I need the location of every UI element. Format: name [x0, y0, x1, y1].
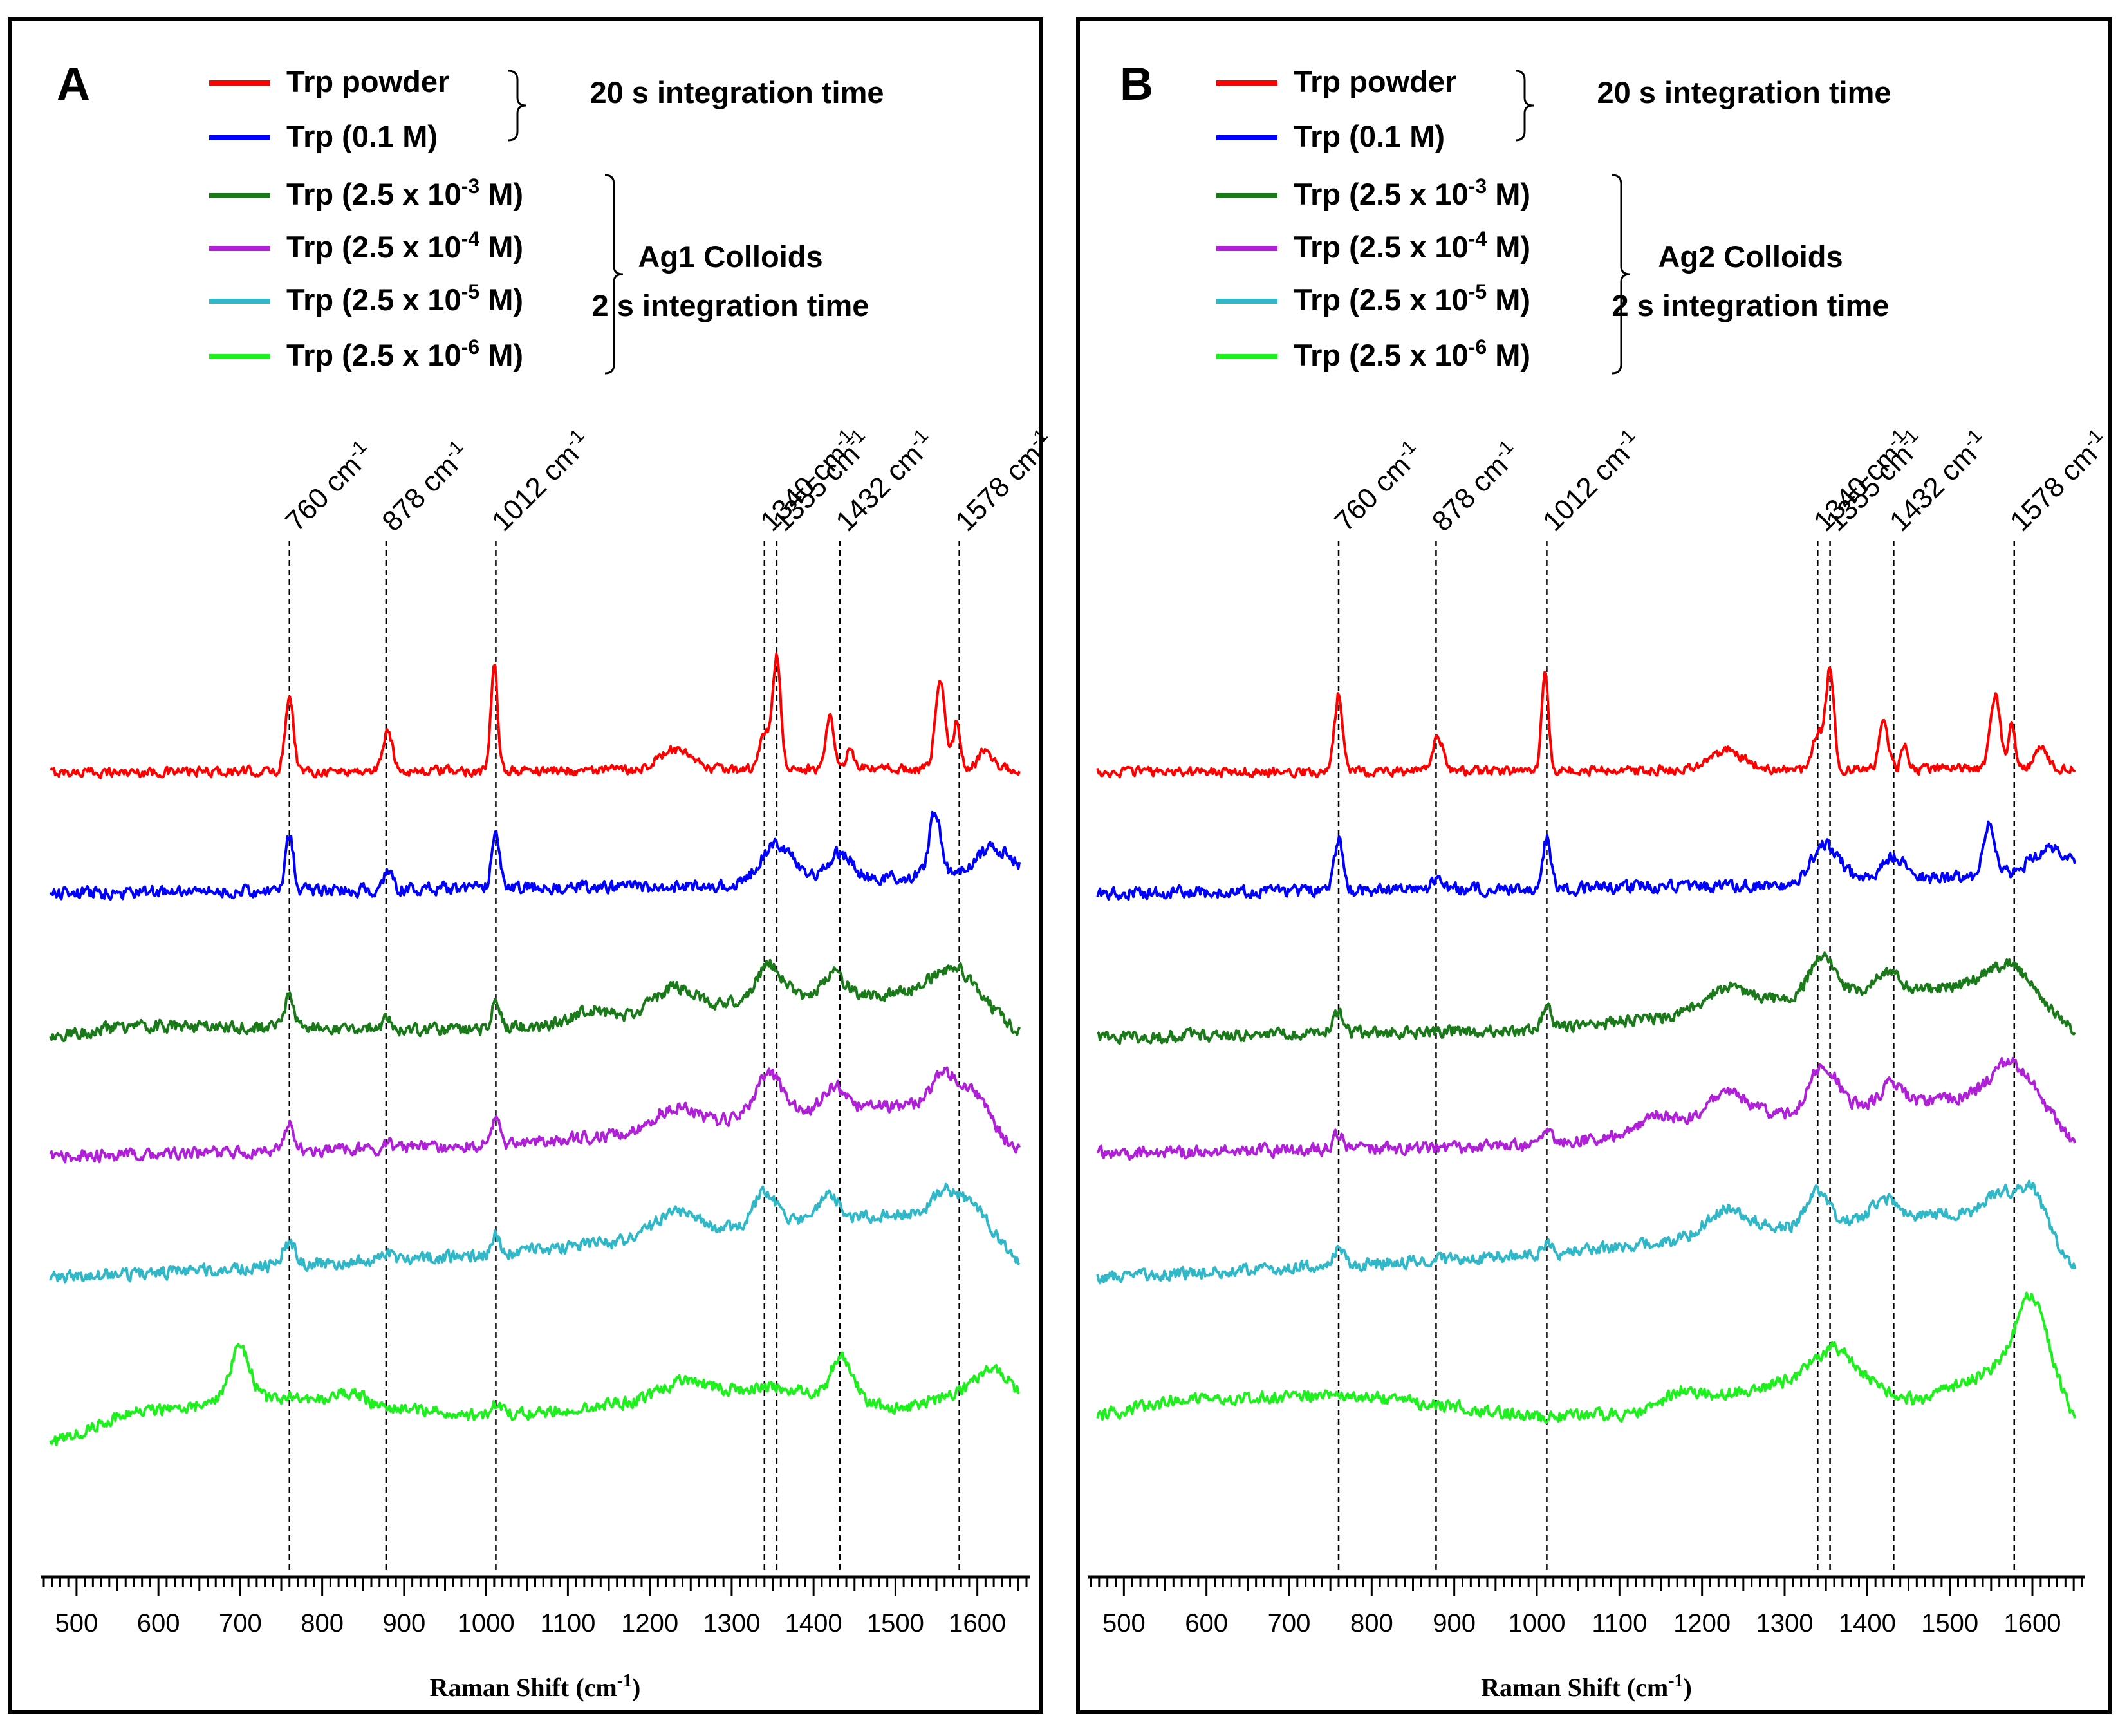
spectrum-line	[49, 1182, 1021, 1284]
spectrum-line	[1096, 820, 2077, 901]
x-tick-label: 900	[383, 1609, 426, 1638]
legend-label: Trp (2.5 x 10-3 M)	[1294, 174, 1530, 211]
x-tick-label: 1000	[458, 1609, 515, 1638]
brace	[1612, 174, 1631, 375]
peak-label: 878 cm-1	[375, 436, 476, 537]
group-label: 2 s integration time	[1612, 288, 1890, 322]
peak-label: 760 cm-1	[278, 436, 380, 537]
x-tick-label: 1500	[867, 1609, 924, 1638]
x-axis-label: Raman Shift (cm-1)	[430, 1671, 641, 1703]
panel-b: B Trp powder Trp (0.1 M) Trp (2.5 x 10-3 M)…	[1076, 17, 2115, 1714]
peak-label: 1578 cm-1	[2003, 425, 2115, 537]
spectrum-line	[1096, 1291, 2077, 1424]
spectrum-line	[1096, 951, 2076, 1045]
legend-label: Trp (2.5 x 10-5 M)	[286, 280, 523, 317]
peak-label: 1012 cm-1	[1535, 425, 1648, 537]
x-tick-label: 1000	[1509, 1609, 1566, 1638]
x-tick-label: 1500	[1921, 1609, 1978, 1638]
group-label: 20 s integration time	[590, 75, 884, 109]
panel-a: A Trp powder Trp (0.1 M) Trp (2.5 x 10-3 M)…	[8, 17, 1061, 1714]
group-label: 20 s integration time	[1597, 75, 1891, 109]
x-tick-label: 600	[137, 1609, 180, 1638]
x-tick-label: 1400	[785, 1609, 842, 1638]
brace	[508, 70, 527, 142]
brace	[604, 174, 624, 375]
x-tick-label: 800	[301, 1609, 344, 1638]
x-tick-label: 700	[219, 1609, 262, 1638]
spectrum-line	[49, 810, 1021, 901]
x-tick-label: 1100	[540, 1609, 595, 1638]
x-tick-label: 700	[1268, 1609, 1311, 1638]
peak-label: 1012 cm-1	[484, 425, 597, 537]
x-tick-label: 1300	[1756, 1609, 1814, 1638]
panel-frame	[1076, 17, 2112, 1714]
x-tick-label: 1100	[1592, 1609, 1647, 1638]
peak-label: 1578 cm-1	[948, 425, 1061, 537]
x-tick-label: 1200	[621, 1609, 678, 1638]
legend-label: Trp (0.1 M)	[1294, 119, 1445, 153]
legend-label: Trp (2.5 x 10-4 M)	[1294, 227, 1530, 264]
x-tick-label: 900	[1433, 1609, 1476, 1638]
x-tick-label: 500	[1102, 1609, 1146, 1638]
x-tick-label: 800	[1350, 1609, 1393, 1638]
panel-frame	[8, 17, 1043, 1714]
peak-label: 760 cm-1	[1327, 436, 1429, 537]
legend-label: Trp (2.5 x 10-3 M)	[286, 174, 523, 211]
x-tick-label: 1600	[2004, 1609, 2061, 1638]
x-tick-label: 1200	[1673, 1609, 1731, 1638]
spectrum-line	[49, 1343, 1020, 1446]
spectrum-line	[1096, 1179, 2077, 1285]
spectrum-line	[49, 1066, 1021, 1164]
group-label: Ag1 Colloids	[638, 239, 822, 274]
peak-label: 878 cm-1	[1424, 436, 1526, 537]
panel-label: B	[1120, 59, 1153, 110]
spectrum-line	[1096, 1057, 2077, 1161]
legend-label: Trp (2.5 x 10-5 M)	[1294, 280, 1530, 317]
spectrum-line	[49, 652, 1021, 779]
legend-label: Trp (2.5 x 10-4 M)	[286, 227, 523, 264]
x-axis-label: Raman Shift (cm-1)	[1481, 1671, 1692, 1703]
x-tick-label: 1600	[949, 1609, 1006, 1638]
x-tick-label: 1300	[703, 1609, 760, 1638]
legend-label: Trp powder	[1294, 64, 1456, 98]
legend-label: Trp (2.5 x 10-6 M)	[1294, 335, 1530, 372]
legend-label: Trp powder	[286, 64, 449, 98]
group-label: 2 s integration time	[592, 288, 869, 322]
panel-label: A	[57, 59, 90, 110]
x-tick-label: 600	[1185, 1609, 1228, 1638]
spectrum-line	[49, 958, 1021, 1043]
x-tick-label: 1400	[1839, 1609, 1896, 1638]
spectrum-line	[1096, 666, 2076, 779]
x-tick-label: 500	[55, 1609, 98, 1638]
legend-label: Trp (2.5 x 10-6 M)	[286, 335, 523, 372]
group-label: Ag2 Colloids	[1658, 239, 1843, 274]
legend-label: Trp (0.1 M)	[286, 119, 438, 153]
brace	[1515, 70, 1534, 142]
